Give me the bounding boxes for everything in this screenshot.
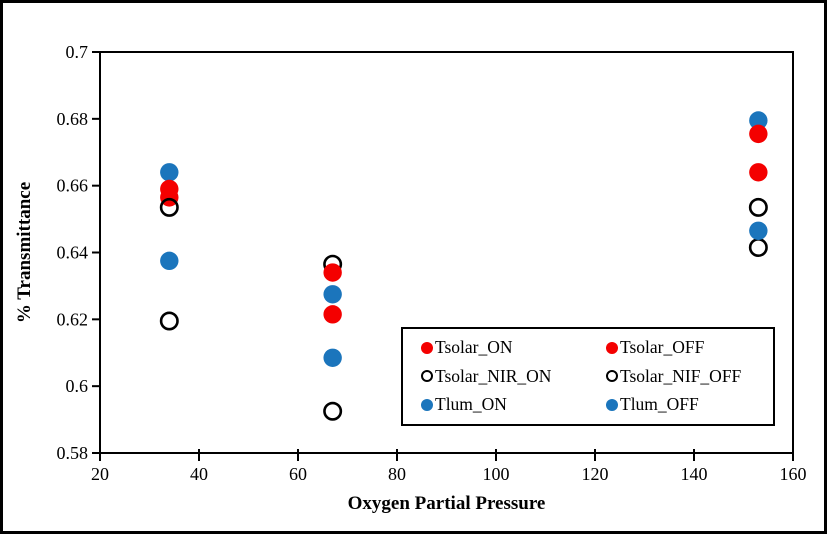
- open-circle-icon: [421, 370, 433, 383]
- data-point-tlum-on: [160, 163, 179, 182]
- legend-label: Tlum_OFF: [620, 394, 699, 415]
- legend-label: Tsolar_OFF: [620, 337, 705, 358]
- data-point-tsolar-nir-on: [159, 197, 179, 217]
- data-point-tlum-off: [160, 251, 179, 271]
- x-axis-tick-label: 80: [388, 464, 406, 484]
- legend-item-tlum-off: Tlum_OFF: [606, 396, 773, 414]
- blue-dot-icon: [606, 398, 618, 411]
- x-axis-title: Oxygen Partial Pressure: [348, 493, 546, 514]
- data-point-tlum-off: [749, 221, 768, 240]
- legend-item-tlum-on: Tlum_ON: [421, 396, 606, 414]
- y-axis-tick-label: 0.6: [66, 376, 89, 396]
- x-axis-tick-label: 20: [91, 464, 109, 484]
- y-axis-tick-label: 0.66: [57, 176, 89, 196]
- y-axis-tick-label: 0.58: [57, 443, 89, 463]
- x-axis-tick-label: 160: [780, 464, 807, 484]
- legend-item-tsolar-off: Tsolar_OFF: [606, 339, 773, 357]
- x-axis-tick-label: 40: [190, 464, 208, 484]
- x-axis-tick-label: 60: [289, 464, 307, 484]
- x-axis-tick-label: 140: [681, 464, 708, 484]
- data-point-tlum-on: [749, 111, 768, 130]
- legend-item-tsolar-nir-on: Tsolar_NIR_ON: [421, 365, 606, 386]
- data-point-tlum-off: [323, 348, 342, 367]
- y-axis-tick-label: 0.64: [57, 243, 89, 263]
- legend-label: Tsolar_NIR_ON: [435, 365, 552, 386]
- y-axis-tick-label: 0.62: [57, 309, 89, 329]
- data-point-tsolar-nif-off: [323, 401, 343, 421]
- data-point-tsolar-nif-off: [159, 311, 179, 331]
- data-point-tsolar-on: [749, 124, 768, 144]
- legend-item-tsolar-nif-off: Tsolar_NIF_OFF: [606, 365, 773, 386]
- red-dot-icon: [421, 342, 433, 355]
- scatter-plot: 20 40 60 80 100 120 140 160 0.7 0.68 0.66 0.64 0.62 0…: [14, 42, 807, 514]
- x-axis-tick-label: 120: [582, 464, 609, 484]
- red-dot-icon: [606, 342, 618, 355]
- y-axis-tick-label: 0.7: [66, 42, 89, 62]
- x-axis-tick-label: 100: [483, 464, 510, 484]
- legend: Tsolar_ON Tsolar_OFF Tsolar_NIR_ON Tsola…: [401, 327, 775, 426]
- data-point-tsolar-on: [323, 263, 342, 282]
- legend-label: Tsolar_NIF_OFF: [620, 365, 742, 386]
- data-point-tsolar-nir-on: [748, 197, 768, 217]
- open-circle-icon: [606, 370, 618, 383]
- legend-label: Tlum_ON: [435, 394, 507, 415]
- data-point-tsolar-off: [323, 305, 342, 324]
- y-axis-title: % Transmittance: [14, 182, 35, 323]
- blue-dot-icon: [421, 398, 433, 411]
- data-point-tsolar-nif-off: [748, 237, 768, 257]
- data-point-tsolar-off: [749, 163, 768, 182]
- data-point-tlum-on: [323, 285, 342, 304]
- legend-item-tsolar-on: Tsolar_ON: [421, 339, 606, 357]
- legend-label: Tsolar_ON: [435, 337, 513, 358]
- y-axis-tick-label: 0.68: [57, 109, 89, 129]
